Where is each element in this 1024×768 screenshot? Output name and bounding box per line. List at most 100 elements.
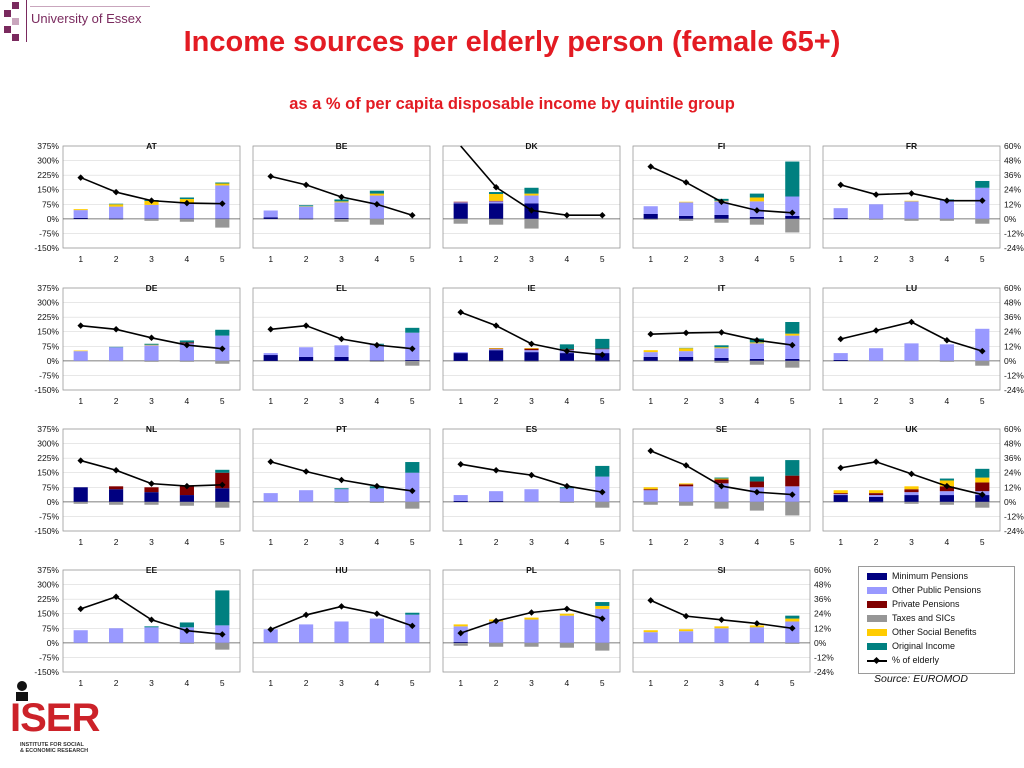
panel-title: HU — [335, 565, 347, 575]
bar-segment — [73, 209, 88, 211]
x-tick-label: 1 — [268, 396, 273, 406]
x-tick-label: 3 — [149, 678, 154, 688]
bar-segment — [749, 481, 764, 488]
y-tick-label: -150% — [34, 385, 59, 395]
bar-segment — [869, 501, 884, 503]
line-point — [943, 336, 951, 344]
chart-legend: Minimum Pensions Other Public Pensions P… — [858, 566, 1015, 674]
bar-segment — [179, 622, 194, 628]
bar-segment — [453, 352, 468, 354]
bar-segment — [559, 360, 574, 362]
bar-segment — [975, 468, 990, 478]
y-tick-label: 300% — [37, 580, 59, 590]
x-tick-label: 5 — [220, 396, 225, 406]
x-tick-label: 4 — [185, 678, 190, 688]
x-tick-label: 1 — [838, 396, 843, 406]
bar-segment — [714, 348, 729, 358]
bar-segment — [714, 347, 729, 349]
bar-segment — [369, 344, 384, 361]
bar-segment — [453, 353, 468, 361]
bar-segment — [643, 501, 658, 505]
bar-segment — [299, 218, 314, 219]
line-point — [302, 611, 310, 619]
bar-segment — [489, 348, 504, 350]
bar-segment — [334, 218, 349, 222]
x-tick-label: 3 — [909, 254, 914, 264]
bar-segment — [369, 218, 384, 225]
x-tick-label: 5 — [410, 678, 415, 688]
bar-segment — [679, 202, 694, 216]
line-point — [409, 622, 416, 630]
logo-square — [4, 10, 11, 17]
bar-segment — [714, 501, 729, 509]
line-point — [373, 482, 381, 490]
bar-segment — [975, 360, 990, 366]
bar-segment — [749, 501, 764, 511]
bar-segment — [643, 490, 658, 502]
line-point — [872, 191, 880, 198]
bar-segment — [489, 200, 504, 202]
bar-segment — [405, 612, 420, 615]
bar-segment — [975, 501, 990, 508]
x-tick-label: 2 — [684, 396, 689, 406]
y-tick-label: 375% — [37, 283, 59, 293]
bar-segment — [904, 218, 919, 221]
legend-swatch — [867, 601, 887, 608]
x-tick-label: 1 — [648, 396, 653, 406]
bar-segment — [215, 469, 230, 473]
bar-segment — [453, 203, 468, 219]
bar-segment — [369, 360, 384, 362]
bar-segment — [939, 218, 954, 221]
bar-segment — [679, 356, 694, 361]
bar-segment — [263, 493, 278, 502]
line-point — [563, 347, 571, 355]
line-point — [219, 631, 226, 638]
x-tick-label: 5 — [600, 678, 605, 688]
bar-segment — [714, 360, 729, 363]
y-tick-label: -75% — [39, 370, 59, 380]
bar-segment — [679, 484, 694, 487]
bar-segment — [109, 204, 124, 207]
panel-title: SI — [717, 565, 725, 575]
x-tick-label: 1 — [78, 537, 83, 547]
bar-segment — [679, 631, 694, 643]
y2-tick-label: 60% — [814, 565, 831, 575]
line-point — [718, 329, 725, 336]
plot-area — [252, 569, 431, 673]
bar-segment — [144, 344, 159, 346]
bar-segment — [749, 343, 764, 359]
x-tick-label: 5 — [220, 254, 225, 264]
line-point — [599, 488, 606, 496]
bar-segment — [939, 491, 954, 496]
y2-tick-label: -24% — [1004, 385, 1024, 395]
bar-segment — [215, 488, 230, 502]
bar-segment — [144, 345, 159, 361]
y-tick-label: 150% — [37, 609, 59, 619]
bar-segment — [524, 348, 539, 351]
bar-segment — [749, 216, 764, 219]
y2-tick-label: 24% — [1004, 327, 1021, 337]
bar-segment — [904, 495, 919, 502]
y2-tick-label: 12% — [814, 623, 831, 633]
panel-title: AT — [146, 141, 158, 151]
y2-tick-label: 36% — [814, 594, 831, 604]
legend-label: Other Social Benefits — [892, 627, 977, 637]
line-point — [908, 470, 915, 478]
bar-segment — [299, 490, 314, 502]
line-point — [682, 462, 690, 469]
line-point — [492, 184, 500, 191]
line-point — [528, 471, 535, 479]
x-tick-label: 2 — [684, 678, 689, 688]
bar-segment — [869, 493, 884, 496]
x-tick-label: 3 — [909, 396, 914, 406]
bar-segment — [785, 501, 800, 516]
bar-segment — [559, 642, 574, 648]
bar-segment — [489, 642, 504, 647]
bar-segment — [939, 478, 954, 481]
bar-segment — [904, 343, 919, 361]
bar-segment — [524, 195, 539, 204]
university-name: University of Essex — [31, 11, 142, 26]
line-point — [492, 467, 500, 474]
bar-segment — [405, 359, 420, 361]
line-point — [409, 211, 416, 219]
